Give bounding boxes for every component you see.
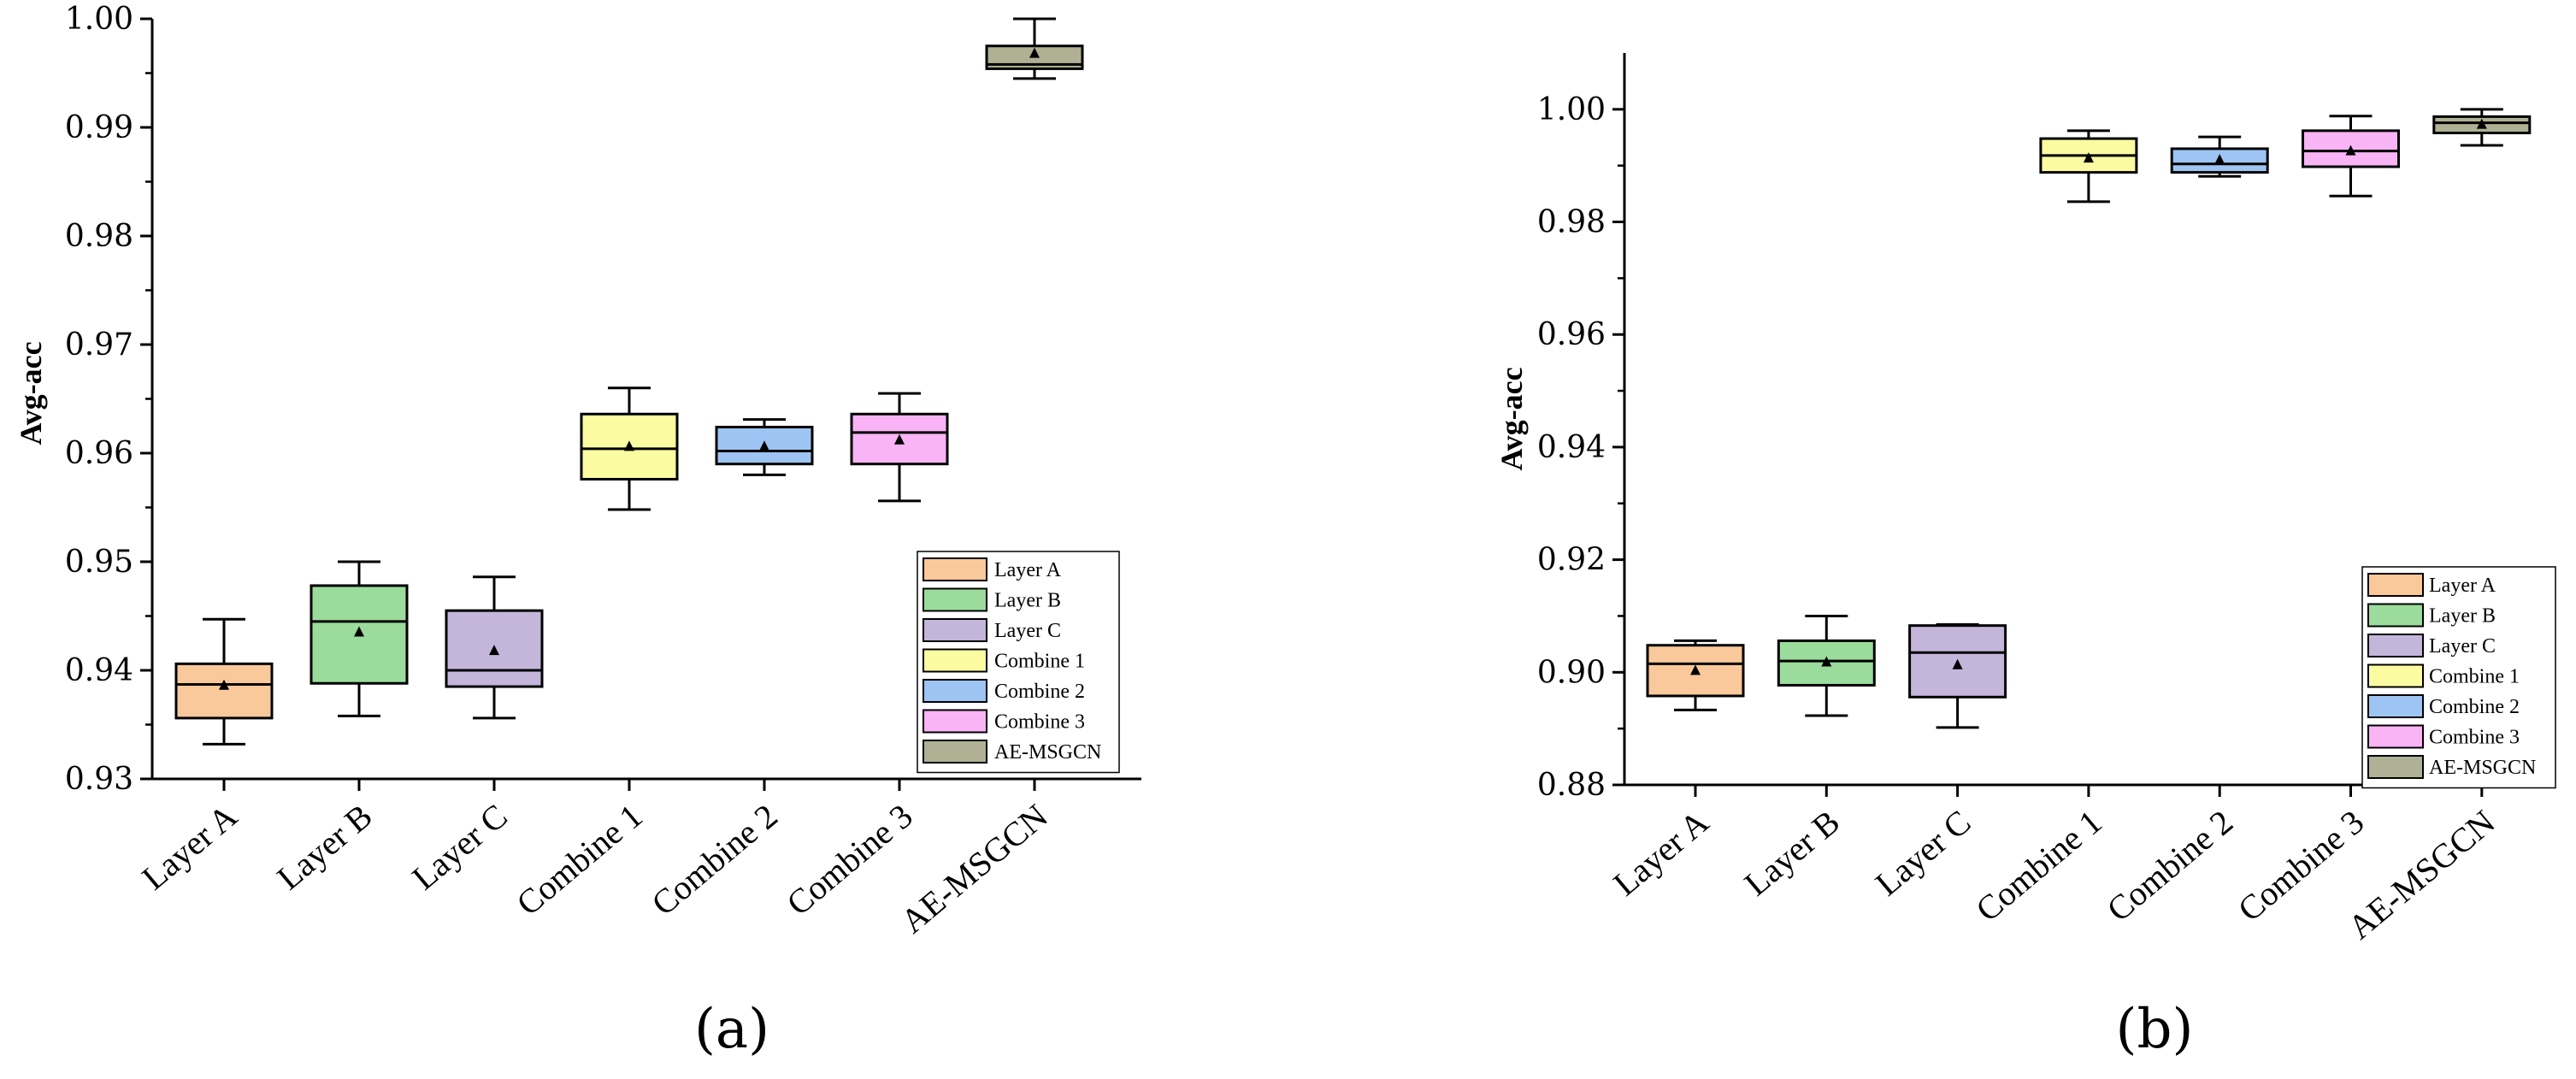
panel-b-legend-swatch: [2367, 573, 2424, 597]
panel-b-box-mean-marker: [2476, 118, 2487, 129]
panel-a-legend-label: Layer B: [994, 590, 1061, 612]
panel-a-box-mean-marker: [489, 645, 499, 656]
panel-b-legend-label: Layer A: [2429, 575, 2496, 597]
panel-b: 0.88 0.90 0.92 0.94 0.96 0.98 1.00 Avg-acc Layer…: [1494, 53, 2556, 1061]
panel-a-y-axis-title: Avg-acc: [14, 341, 48, 445]
panel-b-box-combine-2: [2170, 135, 2269, 178]
panel-a-box-layer-b: [309, 560, 409, 717]
panel-a-x-tick-label: Combine 1: [510, 796, 650, 923]
panel-b-legend-label: Combine 1: [2429, 666, 2520, 688]
panel-b-legend: Layer A Layer B Layer C Combine 1 Combine 2 C…: [2361, 566, 2556, 789]
panel-b-y-tick-label: 0.98: [1537, 205, 1606, 240]
panel-a-legend: Layer A Layer B Layer C Combine 1 Combine 2 C…: [917, 551, 1120, 774]
panel-b-legend-label: AE-MSGCN: [2429, 757, 2536, 779]
panel-b-legend-swatch: [2367, 634, 2424, 657]
panel-b-x-tick-label: Layer B: [1737, 802, 1847, 903]
panel-a-x-tick-label: Layer C: [404, 796, 514, 897]
panel-a-box-combine-3: [850, 392, 949, 503]
panel-a-y-tick-label: 0.98: [65, 219, 133, 254]
panel-b-legend-label: Layer B: [2429, 605, 2496, 628]
panel-b-legend-swatch: [2367, 663, 2424, 688]
panel-a-legend-swatch: [923, 557, 987, 581]
panel-a-box-mean-marker: [624, 440, 634, 451]
panel-a-box-mean-marker: [894, 433, 905, 445]
panel-a-legend-label: Combine 1: [994, 651, 1085, 673]
panel-b-y-tick-label: 0.88: [1537, 768, 1606, 803]
panel-a-legend-swatch: [923, 618, 987, 642]
panel-a-legend-swatch: [923, 648, 987, 673]
panel-b-legend-swatch: [2367, 755, 2424, 779]
panel-b-label: (b): [2116, 998, 2194, 1061]
panel-a-legend-swatch: [923, 679, 987, 703]
panel-a-box-mean-marker: [354, 626, 364, 637]
panel-b-y-tick-label: 0.94: [1537, 430, 1606, 465]
panel-b-box-layer-c: [1908, 622, 2007, 729]
panel-a-x-tick-label: Combine 3: [780, 796, 920, 923]
panel-a-box-mean-marker: [759, 440, 769, 451]
panel-a-box-mean-marker: [219, 679, 229, 690]
panel-a-box-layer-a: [174, 617, 274, 746]
panel-b-y-tick-label: 0.92: [1537, 543, 1606, 578]
panel-a-legend-label: AE-MSGCN: [994, 741, 1101, 764]
panel-a-legend-swatch: [923, 587, 987, 612]
panel-b-legend-swatch: [2367, 603, 2424, 628]
panel-b-y-tick-label: 0.96: [1537, 317, 1606, 352]
panel-b-box-mean-marker: [1821, 656, 1832, 667]
panel-b-x-tick-label: AE-MSGCN: [2341, 802, 2502, 946]
panel-b-y-tick-label: 0.90: [1537, 655, 1606, 690]
panel-b-box-mean-marker: [2083, 152, 2094, 163]
panel-b-box-mean-marker: [2214, 154, 2225, 165]
panel-b-box-layer-b: [1777, 614, 1876, 717]
panel-a-y-tick-label: 0.99: [65, 110, 133, 145]
panel-b-x-tick-label: Layer A: [1606, 802, 1716, 903]
panel-a-legend-label: Combine 3: [994, 711, 1085, 734]
panel-a-box-combine-1: [580, 386, 679, 511]
panel-a-legend-swatch: [923, 740, 987, 764]
panel-b-box-ae-msgcn: [2432, 108, 2532, 147]
panel-a-legend-label: Layer A: [994, 559, 1062, 581]
panel-a-box-combine-2: [715, 418, 814, 476]
panel-a-y-tick-label: 0.93: [65, 762, 133, 797]
panel-b-legend-label: Combine 2: [2429, 696, 2520, 718]
panel-b-x-tick-label: Combine 1: [1968, 802, 2108, 929]
panel-a-x-tick-label: Layer A: [134, 796, 245, 897]
panel-b-legend-label: Layer C: [2429, 635, 2496, 657]
panel-a: 0.93 0.94 0.95 0.96 0.97 0.98 0.99 1.00 Avg-acc L…: [14, 2, 1141, 1061]
panel-b-x-tick-label: Layer C: [1868, 802, 1978, 903]
panel-a-box-ae-msgcn: [985, 17, 1084, 80]
panel-b-legend-swatch: [2367, 694, 2424, 718]
panel-a-legend-swatch: [923, 709, 987, 734]
panel-a-y-tick-label: 0.97: [65, 327, 133, 363]
panel-a-x-tick-label: AE-MSGCN: [893, 796, 1055, 940]
panel-b-x-tick-label: Combine 2: [2100, 802, 2240, 929]
panel-a-box-mean-marker: [1029, 47, 1040, 58]
panel-b-box-combine-3: [2302, 115, 2400, 198]
panel-a-x-tick-label: Layer B: [269, 796, 379, 897]
panel-b-box-layer-a: [1646, 639, 1745, 711]
panel-b-legend-label: Combine 3: [2429, 727, 2520, 749]
panel-b-legend-swatch: [2367, 724, 2424, 749]
panel-a-y-tick-label: 1.00: [65, 2, 133, 37]
panel-a-legend-label: Combine 2: [994, 681, 1085, 703]
panel-a-y-tick-label: 0.96: [65, 436, 133, 471]
panel-b-y-axis-title: Avg-acc: [1494, 367, 1529, 470]
panel-a-y-tick-label: 0.94: [65, 653, 133, 688]
panel-a-y-tick-label: 0.95: [65, 545, 133, 580]
panel-b-box-mean-marker: [1690, 664, 1701, 675]
panel-a-x-tick-label: Combine 2: [645, 796, 785, 923]
panel-b-box-mean-marker: [1952, 658, 1963, 669]
panel-b-y-tick-label: 1.00: [1537, 92, 1606, 127]
panel-a-box-iqr: [174, 662, 274, 720]
panel-a-legend-label: Layer C: [994, 620, 1061, 642]
panel-b-box-mean-marker: [2345, 144, 2356, 156]
panel-a-label: (a): [694, 998, 769, 1061]
panel-b-box-combine-1: [2039, 129, 2138, 203]
panel-a-box-layer-c: [445, 575, 544, 720]
